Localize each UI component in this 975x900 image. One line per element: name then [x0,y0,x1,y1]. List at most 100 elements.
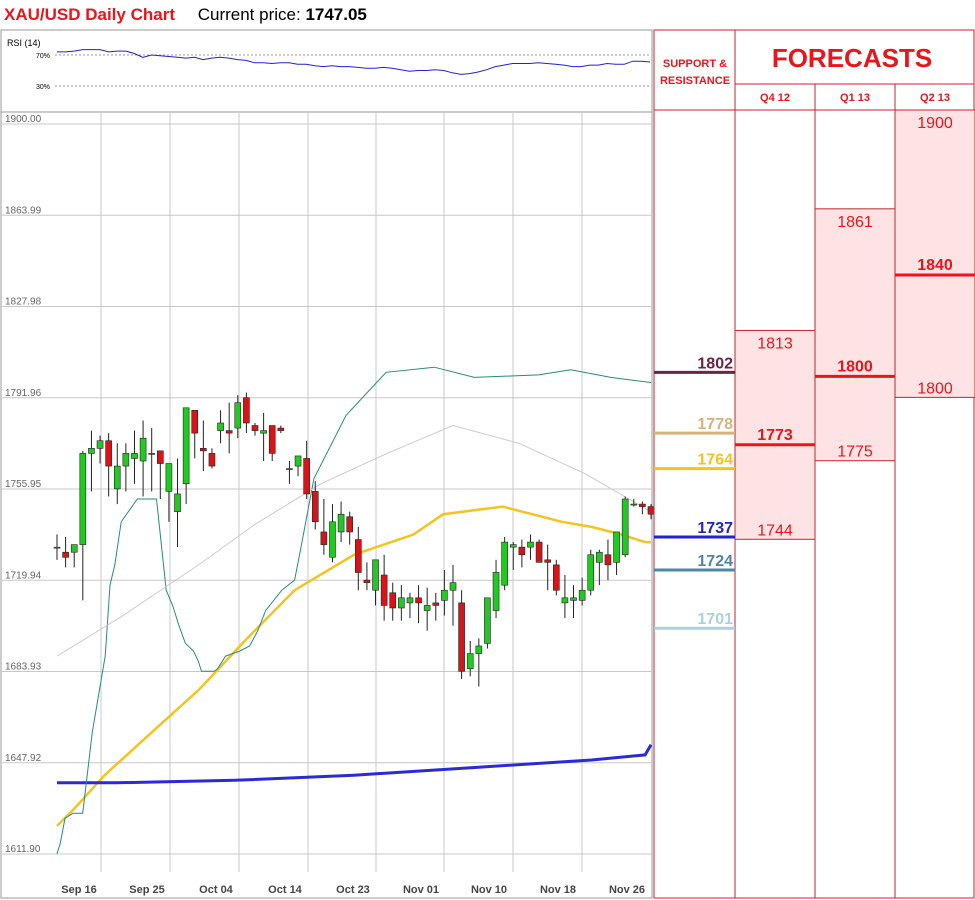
forecast-column-header: Q1 13 [840,92,870,104]
candle-up [53,546,61,549]
candle-up [570,597,577,601]
forecast-columns: 1813 1773 1744 Q4 12 1861 1800 1775 Q1 13 1900 18… [734,92,975,540]
x-tick-label: Sep 25 [129,884,164,896]
y-tick-label: 1719.94 [5,570,42,581]
candle-down [346,516,353,533]
indicator-line [56,366,652,854]
forecast-column-header: Q4 12 [760,92,790,104]
price-chart: 1900.00 1863.99 1827.98 1791.96 1755.95 1719.… [0,111,655,899]
candle-up [613,531,620,563]
y-axis: 1900.00 1863.99 1827.98 1791.96 1755.95 1719.… [5,114,42,855]
indicator-line [56,424,652,657]
level-label: 1764 [697,452,733,469]
y-tick-label: 1683.93 [5,662,42,673]
candle-down [458,602,465,672]
candle-up [561,597,569,604]
chart-header: XAU/USD Daily Chart Current price: 1747.… [4,4,367,26]
candle-up [501,541,508,586]
candle-up [398,597,405,609]
forecast-high: 1813 [757,335,793,352]
candle-down [200,448,207,452]
candle-up [234,402,242,429]
y-tick-label: 1647.92 [5,753,42,764]
y-tick-label: 1791.96 [5,388,42,399]
candle-up [337,513,345,533]
x-tick-label: Oct 23 [336,884,370,896]
candle-up [79,453,87,545]
x-tick-label: Nov 10 [471,884,507,896]
candle-up [96,440,104,449]
candle-up [217,422,224,431]
candle-up [492,572,500,611]
forecast-range [734,329,816,540]
candles [53,392,655,687]
x-tick-label: Nov 01 [403,884,439,896]
candle-up [182,407,190,485]
current-price-value: 1747.05 [305,5,367,24]
indicator-lines [56,366,653,854]
candle-up [449,582,457,591]
candle-down [105,440,112,467]
support-resistance-levels: 1802 1778 1764 1737 1724 1701 [654,355,735,630]
current-price-label: Current price: [197,5,301,24]
x-tick-label: Oct 14 [268,884,303,896]
rsi-panel: RSI (14) 70% 30% [0,29,653,113]
forecast-average: 1800 [837,358,873,375]
y-tick-label: 1900.00 [5,114,42,125]
forecast-high: 1900 [917,115,953,132]
level-label: 1724 [697,553,733,570]
candle-up [70,544,78,553]
candle-down [311,491,319,523]
candle-down [225,430,233,434]
rsi-70-label: 70% [36,53,50,60]
y-tick-label: 1863.99 [5,205,42,216]
candle-up [441,589,448,601]
x-axis: Sep 16 Sep 25 Oct 04 Oct 14 Oct 23 Nov 01 Nov … [61,884,645,896]
candle-up [122,453,130,467]
candle-up [596,551,603,563]
support-resistance-label-line1: SUPPORT & [663,58,727,70]
candle-up [587,554,595,591]
level-label: 1737 [697,520,733,537]
candle-up [630,503,638,506]
x-tick-label: Nov 18 [540,884,576,896]
level-label: 1778 [697,416,733,433]
candle-down [639,503,646,507]
forecast-range [894,109,975,398]
candle-up [621,498,629,556]
forecast-average: 1840 [917,257,953,274]
candle-up [423,605,431,611]
candle-up [329,521,336,558]
forecast-range [814,208,896,462]
forecast-low: 1800 [917,380,953,397]
candle-up [475,645,483,654]
forecast-low: 1744 [757,522,793,539]
candle-down [415,597,422,604]
candle-down [277,427,285,431]
indicator-line [57,744,653,785]
candle-down [191,410,199,434]
candle-down [355,539,362,573]
candle-down [647,506,655,515]
candle-up [139,437,147,462]
candle-up [372,559,379,591]
candle-down [251,425,259,431]
y-tick-label: 1611.90 [5,844,41,855]
candle-down [320,531,328,545]
candle-up [165,463,173,492]
candle-up [286,468,293,470]
forecast-low: 1775 [837,444,873,461]
x-tick-label: Sep 16 [61,884,96,896]
grid [2,112,651,872]
rsi-label: RSI (14) [7,38,41,48]
candle-up [294,455,302,467]
candle-down [518,546,526,556]
candle-up [484,597,491,644]
candle-up [509,544,517,548]
forecast-average: 1773 [757,427,793,444]
candle-down [268,425,276,454]
candle-down [157,450,164,464]
chart-title: XAU/USD Daily Chart [4,5,175,24]
candle-up [113,465,121,490]
